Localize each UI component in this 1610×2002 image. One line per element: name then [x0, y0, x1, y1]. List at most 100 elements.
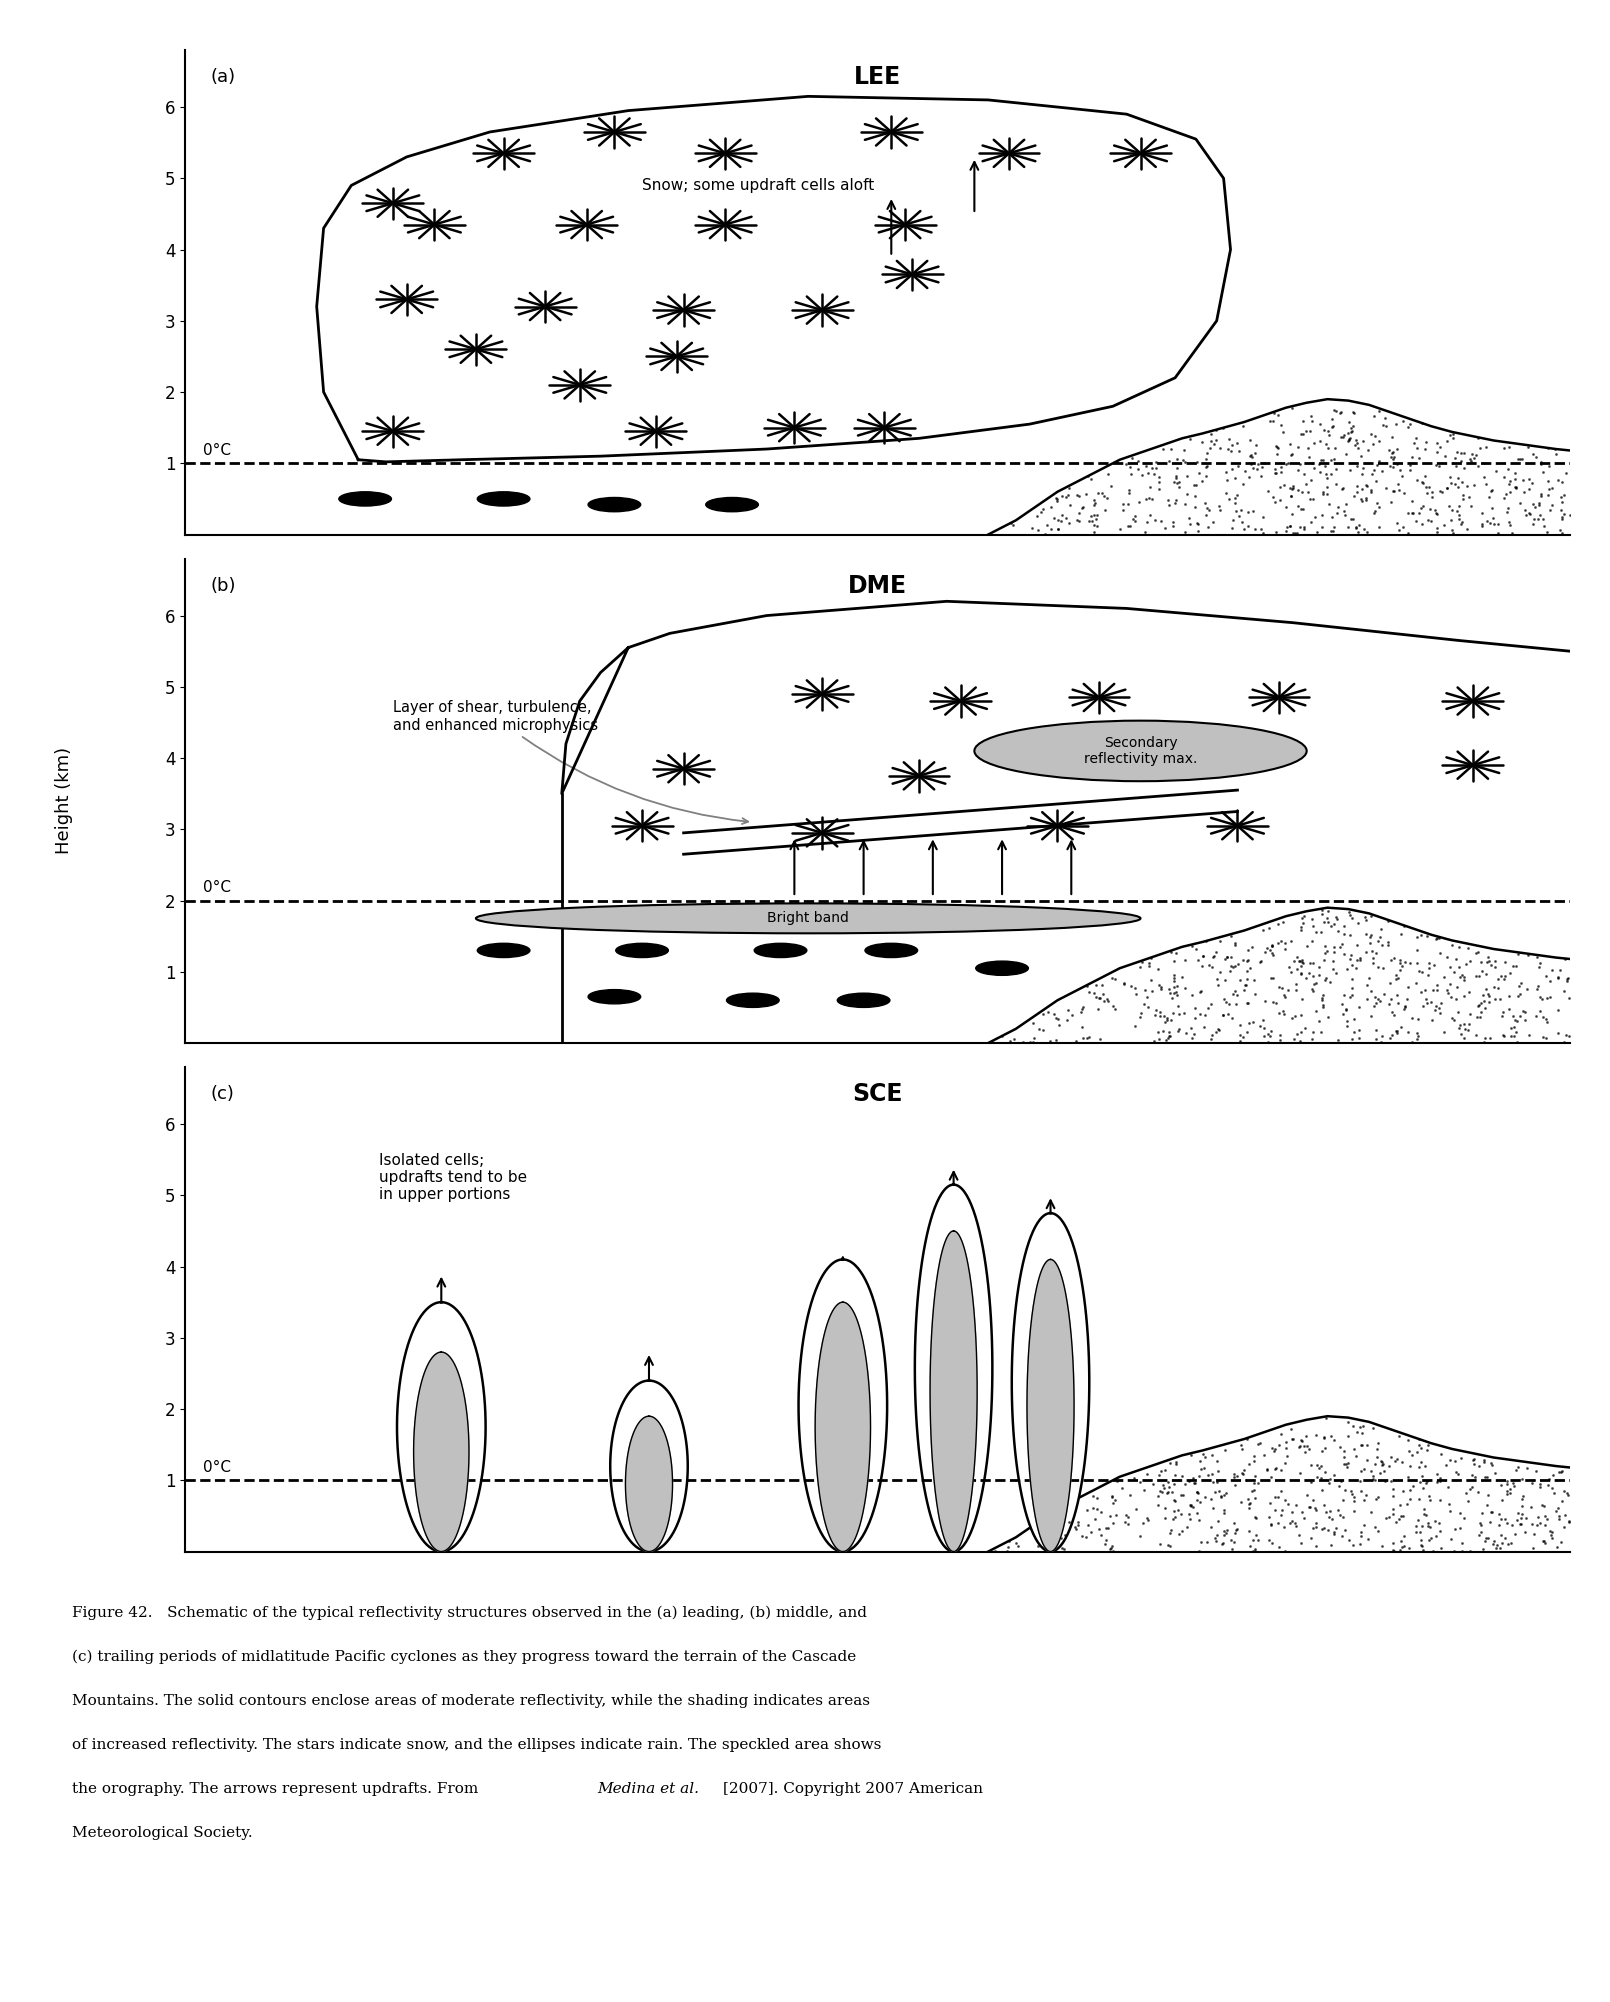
- Point: [1187, 456, 1212, 488]
- Point: [1191, 1441, 1217, 1473]
- Point: [1048, 1522, 1074, 1554]
- Text: Meteorological Society.: Meteorological Society.: [72, 1826, 253, 1840]
- Point: [1365, 511, 1391, 543]
- Point: [1183, 933, 1209, 965]
- Point: [1146, 1023, 1172, 1055]
- Point: [1549, 1455, 1575, 1487]
- Point: [1317, 418, 1343, 450]
- Point: [1367, 985, 1393, 1017]
- Point: [1378, 486, 1404, 519]
- Point: [1341, 1495, 1367, 1528]
- Point: [1199, 951, 1225, 983]
- Point: [1302, 1530, 1328, 1562]
- Point: [1241, 1439, 1267, 1471]
- Point: [1312, 965, 1338, 997]
- Point: [1481, 509, 1507, 541]
- Point: [1148, 1528, 1174, 1560]
- Point: [1346, 991, 1372, 1023]
- Point: [1557, 1019, 1583, 1051]
- Point: [1385, 1443, 1410, 1475]
- Point: [1446, 951, 1472, 983]
- Point: [1262, 452, 1288, 484]
- Point: [1159, 1005, 1185, 1037]
- Point: [1491, 1019, 1517, 1051]
- Point: [1140, 482, 1166, 515]
- Point: [1331, 1447, 1357, 1479]
- Point: [1463, 438, 1489, 470]
- Point: [1357, 963, 1383, 995]
- Point: [1179, 1011, 1204, 1043]
- Point: [1465, 450, 1491, 482]
- Point: [1451, 1007, 1476, 1039]
- Point: [1531, 1489, 1557, 1522]
- Point: [1549, 486, 1575, 519]
- Point: [1520, 1532, 1546, 1564]
- Point: [1457, 997, 1483, 1029]
- Point: [1320, 945, 1346, 977]
- Point: [1338, 1475, 1364, 1508]
- Point: [1038, 490, 1064, 523]
- Point: [1113, 1499, 1138, 1532]
- Point: [1467, 1508, 1492, 1540]
- Point: [1270, 416, 1296, 448]
- Point: [1378, 1441, 1404, 1473]
- Point: [1346, 1013, 1372, 1045]
- Point: [1510, 476, 1536, 509]
- Point: [1404, 1516, 1430, 1548]
- Point: [1396, 410, 1422, 442]
- Point: [1162, 1459, 1188, 1491]
- Point: [1373, 472, 1399, 505]
- Point: [1182, 1003, 1208, 1035]
- Point: [1187, 999, 1212, 1031]
- Point: [1483, 1457, 1509, 1489]
- Point: [1544, 1532, 1570, 1564]
- Point: [1306, 448, 1331, 480]
- Point: [1341, 1481, 1367, 1514]
- Point: [1552, 498, 1578, 531]
- Point: [1391, 991, 1417, 1023]
- Point: [1404, 921, 1430, 953]
- Point: [1388, 1524, 1414, 1556]
- Point: [1486, 1510, 1512, 1542]
- Point: [1045, 513, 1071, 545]
- Point: [1375, 905, 1401, 937]
- Point: [1137, 498, 1162, 531]
- Point: [1389, 1475, 1415, 1508]
- Point: [998, 507, 1024, 539]
- Point: [1391, 1530, 1417, 1562]
- Point: [1248, 513, 1274, 545]
- Point: [1291, 947, 1317, 979]
- Point: [1032, 519, 1058, 551]
- Point: [1509, 1483, 1534, 1516]
- Point: [1269, 1499, 1294, 1532]
- Point: [1410, 490, 1436, 523]
- Point: [1348, 1475, 1373, 1508]
- Point: [1296, 1433, 1322, 1465]
- Point: [1027, 1013, 1053, 1045]
- Point: [1161, 466, 1187, 498]
- Point: [1294, 476, 1320, 509]
- Point: [1298, 414, 1323, 446]
- Point: [1534, 478, 1560, 511]
- Point: [1050, 498, 1075, 531]
- Point: [1354, 468, 1380, 500]
- Point: [1364, 448, 1389, 480]
- Point: [1489, 999, 1515, 1031]
- Point: [1518, 1491, 1544, 1524]
- Point: [1259, 929, 1285, 961]
- Point: [1169, 961, 1195, 993]
- Point: [1259, 929, 1285, 961]
- Point: [1283, 1489, 1309, 1522]
- Point: [1364, 987, 1389, 1019]
- Point: [1074, 971, 1100, 1003]
- Point: [1122, 971, 1148, 1003]
- Point: [1517, 472, 1542, 505]
- Point: [1288, 492, 1314, 525]
- Point: [1256, 913, 1282, 945]
- Point: [1360, 496, 1386, 529]
- Point: [1388, 1011, 1414, 1043]
- Point: [1254, 933, 1280, 965]
- Point: [1446, 462, 1472, 494]
- Point: [1222, 975, 1248, 1007]
- Point: [1375, 929, 1401, 961]
